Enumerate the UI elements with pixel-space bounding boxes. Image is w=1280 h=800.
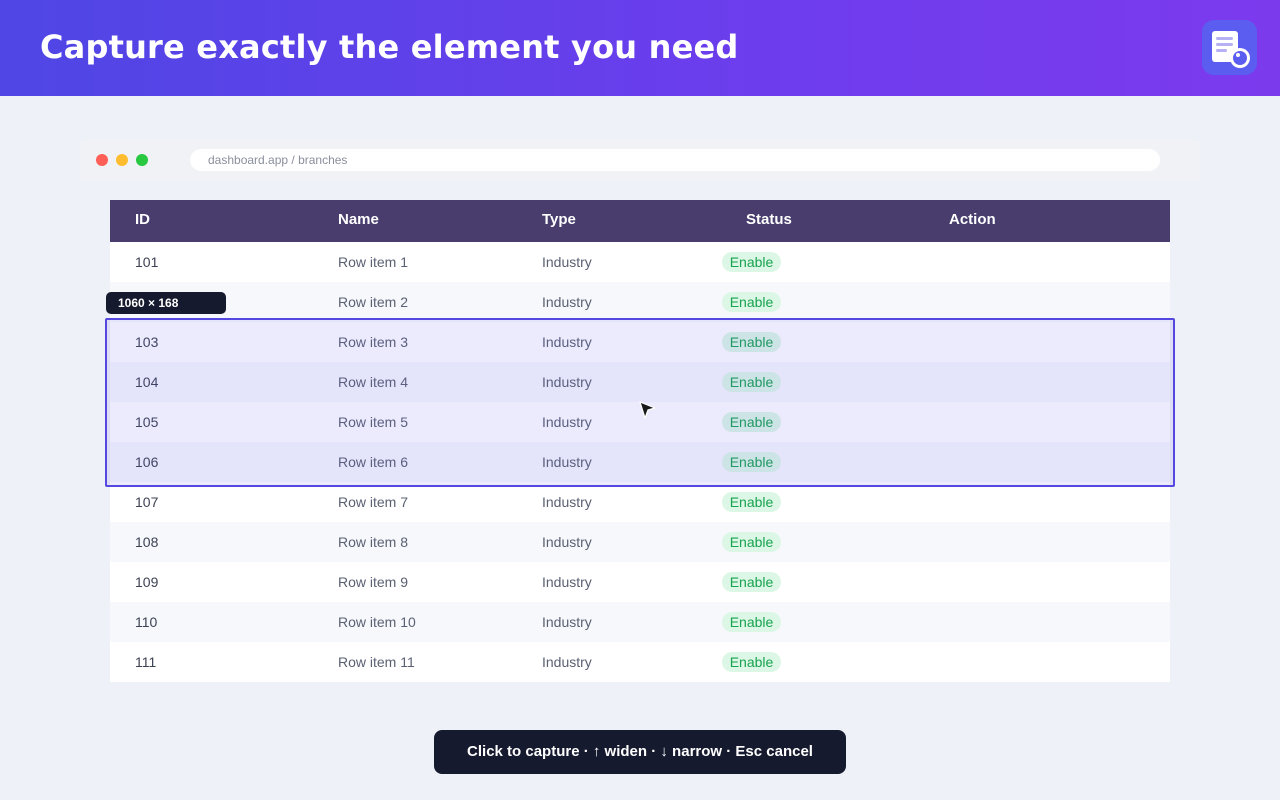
branches-table: ID Name Type Status Action 101 Row item … [110, 200, 1170, 682]
cell-id: 103 [135, 334, 159, 350]
cell-id: 108 [135, 534, 159, 550]
cell-name: Row item 2 [338, 294, 409, 310]
status-badge: Enable [722, 572, 781, 592]
table-row[interactable]: 103 Row item 3 Industry Enable [110, 322, 1170, 362]
cell-id: 111 [135, 654, 157, 670]
column-header-id[interactable]: ID [135, 211, 150, 228]
cell-name: Row item 1 [338, 254, 409, 270]
cell-name: Row item 3 [338, 334, 409, 350]
cell-type: Industry [542, 654, 592, 670]
cell-type: Industry [542, 374, 592, 390]
cell-name: Row item 9 [338, 574, 409, 590]
cell-id: 106 [135, 454, 159, 470]
status-badge: Enable [722, 412, 781, 432]
table-row[interactable]: 102 Row item 2 Industry Enable [110, 282, 1170, 322]
cell-name: Row item 8 [338, 534, 409, 550]
selection-dimensions-label: 1060 × 168 [106, 292, 226, 314]
status-badge: Enable [722, 332, 781, 352]
banner-title: Capture exactly the element you need [40, 28, 739, 66]
table-row[interactable]: 106 Row item 6 Industry Enable [110, 442, 1170, 482]
status-badge: Enable [722, 612, 781, 632]
column-header-type[interactable]: Type [542, 211, 576, 228]
cell-id: 107 [135, 494, 159, 510]
cell-name: Row item 6 [338, 454, 409, 470]
cell-type: Industry [542, 534, 592, 550]
cell-type: Industry [542, 334, 592, 350]
mouse-pointer-icon [639, 401, 657, 426]
table-row[interactable]: 109 Row item 9 Industry Enable [110, 562, 1170, 602]
promo-banner: Capture exactly the element you need [0, 0, 1280, 96]
cell-id: 109 [135, 574, 159, 590]
browser-toolbar: dashboard.app / branches [80, 140, 1200, 180]
table-row[interactable]: 104 Row item 4 Industry Enable [110, 362, 1170, 402]
cell-id: 110 [135, 614, 158, 630]
cell-id: 105 [135, 414, 159, 430]
column-header-name[interactable]: Name [338, 211, 379, 228]
cell-type: Industry [542, 414, 592, 430]
table-row[interactable]: 101 Row item 1 Industry Enable [110, 242, 1170, 282]
cell-type: Industry [542, 494, 592, 510]
status-badge: Enable [722, 652, 781, 672]
address-bar[interactable]: dashboard.app / branches [190, 149, 1160, 171]
cell-type: Industry [542, 294, 592, 310]
table-header: ID Name Type Status Action [110, 200, 1170, 242]
capture-hint-bar: Click to capture · ↑ widen · ↓ narrow · … [434, 730, 846, 774]
status-badge: Enable [722, 372, 781, 392]
window-minimize-dot[interactable] [116, 154, 128, 166]
cell-name: Row item 7 [338, 494, 409, 510]
cell-id: 101 [135, 254, 159, 270]
table-row[interactable]: 107 Row item 7 Industry Enable [110, 482, 1170, 522]
cell-type: Industry [542, 454, 592, 470]
table-row[interactable]: 105 Row item 5 Industry Enable [110, 402, 1170, 442]
window-maximize-dot[interactable] [136, 154, 148, 166]
window-close-dot[interactable] [96, 154, 108, 166]
table-row[interactable]: 110 Row item 10 Industry Enable [110, 602, 1170, 642]
status-badge: Enable [722, 452, 781, 472]
status-badge: Enable [722, 532, 781, 552]
cell-type: Industry [542, 254, 592, 270]
status-badge: Enable [722, 252, 781, 272]
cell-id: 104 [135, 374, 159, 390]
table-row[interactable]: 111 Row item 11 Industry Enable [110, 642, 1170, 682]
cell-name: Row item 5 [338, 414, 409, 430]
cell-type: Industry [542, 574, 592, 590]
table-row[interactable]: 108 Row item 8 Industry Enable [110, 522, 1170, 562]
column-header-status[interactable]: Status [746, 211, 792, 228]
cell-name: Row item 10 [338, 614, 416, 630]
status-badge: Enable [722, 292, 781, 312]
column-header-action[interactable]: Action [949, 211, 996, 228]
cell-name: Row item 4 [338, 374, 409, 390]
cell-name: Row item 11 [338, 654, 415, 670]
document-capture-icon [1202, 20, 1257, 75]
status-badge: Enable [722, 492, 781, 512]
cell-type: Industry [542, 614, 592, 630]
